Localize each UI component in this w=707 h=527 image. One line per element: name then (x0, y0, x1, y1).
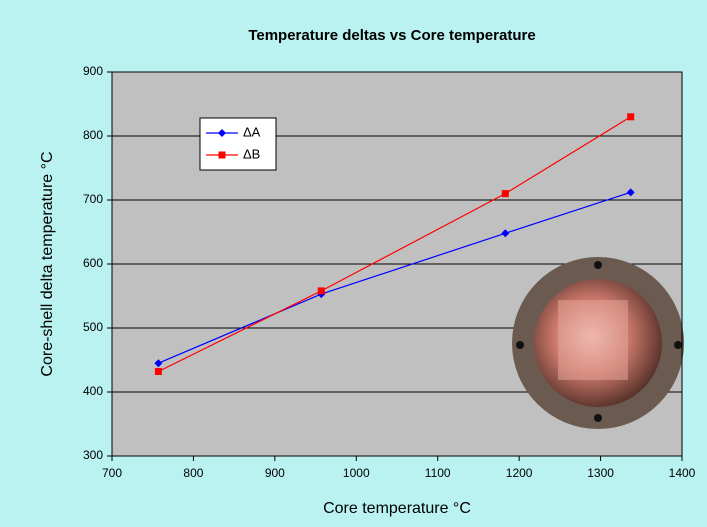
x-tick-label: 900 (265, 466, 285, 480)
marker (218, 129, 226, 137)
photo-bolt (594, 414, 602, 422)
legend-box (199, 117, 277, 171)
marker (218, 151, 226, 159)
series-line (158, 191, 631, 364)
y-tick-label: 700 (83, 192, 103, 206)
y-tick-label: 900 (83, 64, 103, 78)
y-tick-label: 300 (83, 448, 103, 462)
y-tick-label: 500 (83, 320, 103, 334)
legend: ΔA ΔB (199, 117, 277, 171)
marker (154, 359, 163, 368)
x-tick-label: 1000 (343, 466, 370, 480)
y-axis-label: Core-shell delta temperature °C (39, 151, 56, 376)
marker (154, 368, 162, 376)
photo-bolt (516, 341, 524, 349)
x-tick-label: 1400 (669, 466, 696, 480)
photo-glow (558, 300, 628, 380)
marker (627, 113, 635, 121)
x-tick-label: 700 (102, 466, 122, 480)
x-tick-label: 800 (183, 466, 203, 480)
legend-label: ΔA (243, 124, 261, 139)
marker (501, 190, 509, 198)
plot-border (111, 71, 683, 457)
y-tick-label: 600 (83, 256, 103, 270)
y-tick-label: 800 (83, 128, 103, 142)
x-tick-label: 1100 (425, 466, 451, 480)
x-tick-label: 1300 (587, 466, 614, 480)
photo-bolt (594, 261, 602, 269)
marker (317, 287, 325, 295)
lines (154, 113, 635, 376)
x-axis-label: Core temperature °C (323, 500, 471, 517)
legend-label: ΔB (243, 146, 260, 161)
y-tick-label: 400 (83, 384, 103, 398)
chart-title: Temperature deltas vs Core temperature (248, 27, 535, 44)
series-line (158, 116, 632, 373)
marker (626, 188, 635, 197)
marker (501, 229, 510, 238)
inset-photo (512, 257, 684, 429)
x-tick-label: 1200 (506, 466, 533, 480)
photo-bolt (674, 341, 682, 349)
